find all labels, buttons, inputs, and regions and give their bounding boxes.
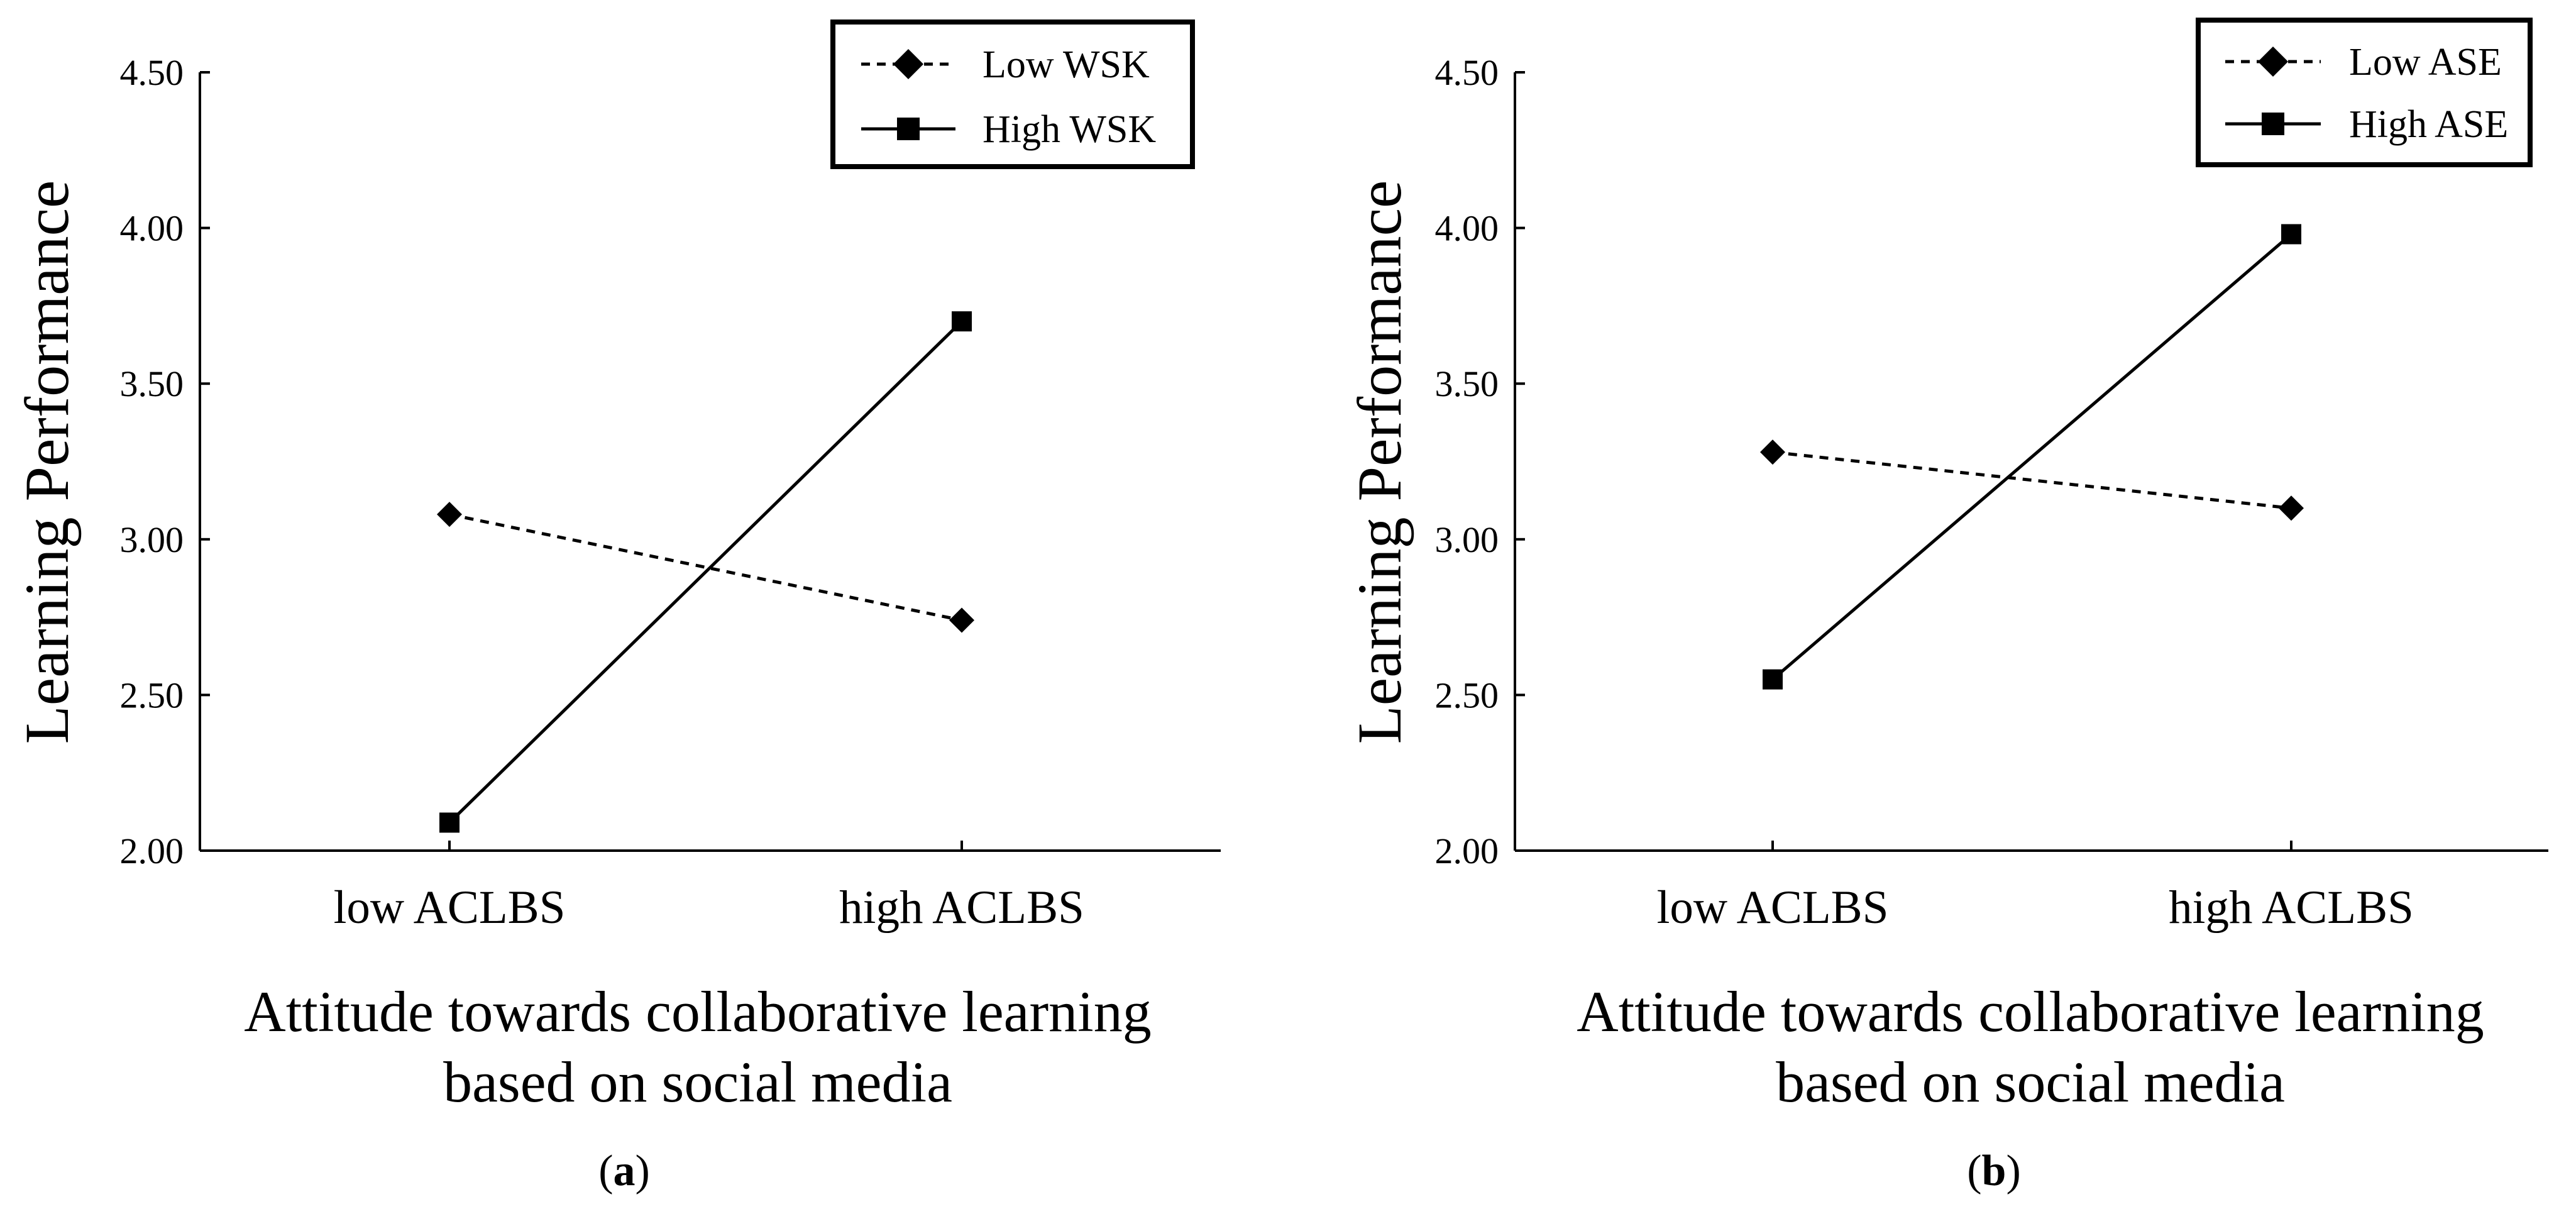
- x-axis-title-line-2: based on social media: [1776, 1050, 2285, 1114]
- legend-square-marker: [2262, 113, 2284, 135]
- x-tick-label: high ACLBS: [2169, 881, 2414, 934]
- legend: Low WSK High WSK: [830, 19, 1195, 169]
- x-axis-title-line-2: based on social media: [443, 1050, 952, 1114]
- y-tick-label: 2.50: [120, 675, 184, 715]
- y-axis-title: Learning Performance: [1345, 180, 1414, 744]
- legend-box: [830, 19, 1195, 169]
- data-point-high-ase: [1763, 669, 1783, 690]
- series-group: [1760, 224, 2304, 690]
- y-ticks: 2.00 2.50 3.00 3.50 4.00 4.50: [1435, 52, 1525, 871]
- series-line-low-wsk: [449, 512, 962, 622]
- legend-label-high-wsk: High WSK: [983, 108, 1156, 151]
- x-axis-title-line-1: Attitude towards collaborative learning: [244, 980, 1151, 1044]
- y-tick-label: 3.00: [120, 519, 184, 560]
- data-point-high-wsk: [952, 311, 972, 332]
- series-line-high-ase: [1771, 233, 2293, 681]
- data-point-low-ase: [1760, 439, 1785, 465]
- x-tick-label: low ACLBS: [1657, 881, 1889, 934]
- legend-square-marker: [897, 118, 920, 140]
- x-ticks: low ACLBS high ACLBS: [1657, 841, 2414, 934]
- legend-label-low-ase: Low ASE: [2349, 41, 2502, 84]
- data-point-low-wsk: [949, 607, 974, 633]
- series-line-high-wsk: [448, 320, 963, 824]
- panel-label-a: (a): [598, 1147, 650, 1195]
- y-tick-label: 2.00: [1435, 831, 1499, 871]
- panel-label-b: (b): [1967, 1147, 2021, 1195]
- panel-label-a-letter: a: [614, 1147, 636, 1195]
- x-tick-label: high ACLBS: [839, 881, 1084, 934]
- y-tick-label: 2.00: [120, 831, 184, 871]
- data-point-low-ase: [2279, 495, 2304, 521]
- y-tick-label: 2.50: [1435, 675, 1499, 715]
- legend-diamond-marker: [893, 49, 923, 79]
- y-tick-label: 4.00: [120, 208, 184, 249]
- x-tick-label: low ACLBS: [334, 881, 566, 934]
- panel-label-b-letter: b: [1982, 1147, 2006, 1195]
- legend-diamond-marker: [2258, 47, 2288, 77]
- x-axis-title-line-1: Attitude towards collaborative learning: [1577, 980, 2484, 1044]
- data-point-high-wsk: [439, 812, 460, 833]
- x-ticks: low ACLBS high ACLBS: [334, 841, 1084, 934]
- series-line-low-ase: [1772, 450, 2292, 510]
- y-tick-label: 3.50: [120, 363, 184, 404]
- y-axis-title: Learning Performance: [12, 180, 82, 744]
- y-tick-label: 4.50: [1435, 52, 1499, 93]
- y-tick-label: 3.50: [1435, 363, 1499, 404]
- legend-label-high-ase: High ASE: [2349, 103, 2508, 146]
- legend-label-low-wsk: Low WSK: [983, 43, 1150, 86]
- y-ticks: 2.00 2.50 3.00 3.50 4.00 4.50: [120, 52, 210, 871]
- series-group: [437, 311, 974, 833]
- y-tick-label: 4.50: [120, 52, 184, 93]
- data-point-low-wsk: [437, 502, 462, 527]
- legend: Low ASE High ASE: [2196, 18, 2533, 167]
- legend-box: [2196, 18, 2533, 167]
- y-tick-label: 3.00: [1435, 519, 1499, 560]
- y-tick-label: 4.00: [1435, 208, 1499, 249]
- panel-a: 2.00 2.50 3.00 3.50 4.00 4.50 low ACLBS high A…: [12, 19, 1221, 1195]
- data-point-high-ase: [2281, 224, 2301, 245]
- panel-b: 2.00 2.50 3.00 3.50 4.00 4.50 low ACLBS high A…: [1345, 18, 2548, 1195]
